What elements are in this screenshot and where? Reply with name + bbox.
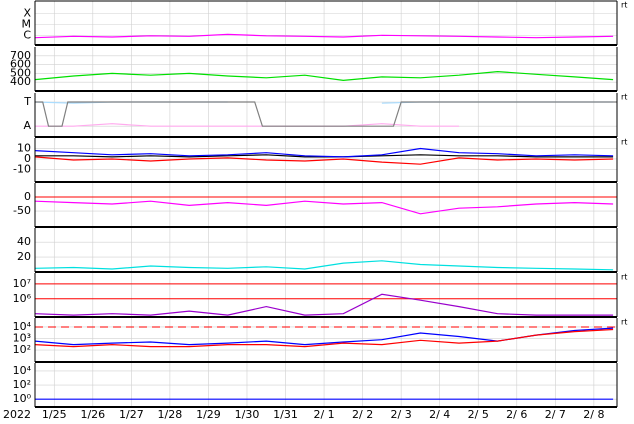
y-tick-label: C bbox=[23, 28, 31, 41]
year-label: 2022 bbox=[3, 408, 31, 421]
y-tick-label: 10² bbox=[13, 378, 31, 391]
series-line bbox=[34, 328, 614, 348]
series-line bbox=[34, 200, 614, 215]
y-tick-label: 10⁷ bbox=[13, 277, 31, 290]
x-tick-label: 1/29 bbox=[196, 408, 221, 421]
y-tick-label: 700 bbox=[10, 49, 31, 62]
y-tick-label: 20 bbox=[17, 250, 31, 263]
y-tick-label: 0 bbox=[24, 190, 31, 203]
x-tick-label: 1/30 bbox=[235, 408, 260, 421]
y-tick-label: 500 bbox=[10, 66, 31, 79]
y-tick-label: 40 bbox=[17, 235, 31, 248]
series-line bbox=[34, 156, 614, 165]
series-line bbox=[34, 147, 614, 158]
y-tick-label: X bbox=[23, 6, 31, 19]
y-tick-label: 10 bbox=[17, 141, 31, 154]
series-line bbox=[34, 260, 614, 271]
y-tick-label: 10² bbox=[13, 343, 31, 356]
y-tick-label: 10⁴ bbox=[13, 364, 32, 377]
y-tick-label: 10³ bbox=[13, 332, 31, 345]
x-tick-label: 2/ 8 bbox=[583, 408, 604, 421]
annotation: rt bbox=[621, 93, 627, 102]
x-tick-label: 2/ 5 bbox=[468, 408, 489, 421]
y-tick-label: M bbox=[22, 17, 32, 30]
x-tick-label: 2/ 2 bbox=[352, 408, 373, 421]
y-tick-label: -50 bbox=[13, 204, 31, 217]
x-tick-label: 1/28 bbox=[158, 408, 183, 421]
y-tick-label: 0 bbox=[24, 152, 31, 165]
y-tick-label: 10⁰ bbox=[13, 392, 32, 405]
annotation: rt bbox=[621, 318, 627, 327]
x-tick-label: 2/ 1 bbox=[313, 408, 334, 421]
y-tick-label: 10⁴ bbox=[13, 320, 32, 333]
x-tick-label: 1/31 bbox=[273, 408, 298, 421]
x-tick-label: 1/25 bbox=[42, 408, 67, 421]
y-tick-label: -10 bbox=[13, 162, 31, 175]
y-tick-label: 10⁶ bbox=[13, 292, 32, 305]
series-line bbox=[34, 33, 614, 39]
x-tick-label: 1/27 bbox=[119, 408, 144, 421]
annotation: rt bbox=[621, 138, 627, 147]
series-line bbox=[34, 70, 614, 82]
x-tick-label: 2/ 7 bbox=[545, 408, 566, 421]
y-tick-label: A bbox=[23, 119, 31, 132]
series-line bbox=[34, 293, 614, 316]
annotation: rt bbox=[621, 273, 627, 282]
x-tick-label: 2/ 3 bbox=[391, 408, 412, 421]
y-tick-label: 400 bbox=[10, 75, 31, 88]
annotation: rt bbox=[621, 1, 627, 10]
y-tick-label: 600 bbox=[10, 58, 31, 71]
series-line bbox=[35, 101, 617, 127]
x-tick-label: 1/26 bbox=[80, 408, 105, 421]
y-tick-label: T bbox=[23, 95, 31, 108]
x-tick-label: 2/ 6 bbox=[506, 408, 527, 421]
x-tick-label: 2/ 4 bbox=[429, 408, 450, 421]
